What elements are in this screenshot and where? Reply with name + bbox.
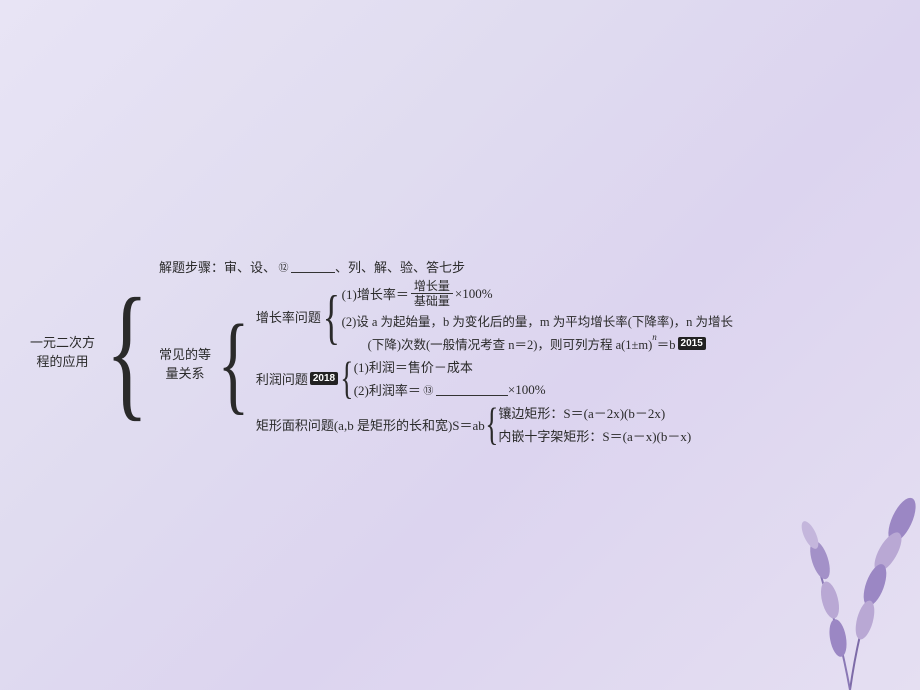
growth-label: 增长率问题 bbox=[256, 305, 321, 328]
blank-12 bbox=[291, 260, 335, 274]
rect-label: 矩形面积问题(a,b 是矩形的长和宽)S＝ab bbox=[256, 413, 485, 436]
badge-2018: 2018 bbox=[310, 372, 338, 385]
common-label: 常见的等 量关系 bbox=[159, 342, 211, 384]
rect-r1: 镶边矩形：S＝(a－2x)(b－2x) bbox=[498, 401, 665, 424]
row-growth: 增长率问题 { (1)增长率＝ 增长量 基础量 ×100% bbox=[256, 278, 733, 355]
growth-fraction: 增长量 基础量 bbox=[411, 280, 453, 307]
frac-den: 基础量 bbox=[414, 294, 450, 307]
frac-num: 增长量 bbox=[411, 280, 453, 294]
profit-r1: (1)利润＝售价－成本 bbox=[354, 355, 473, 378]
root-label: 一元二次方 程的应用 bbox=[30, 330, 95, 372]
growth-r3-eq: ＝b bbox=[657, 334, 676, 353]
growth-r2: (2)设 a 为起始量，b 为变化后的量，m 为平均增长率(下降率)，n 为增长 bbox=[342, 309, 733, 332]
profit-label: 利润问题 bbox=[256, 369, 308, 388]
rect-r2: 内嵌十字架矩形：S＝(a－x)(b－x) bbox=[498, 424, 691, 447]
badge-2015: 2015 bbox=[678, 337, 706, 350]
steps-prefix: 解题步骤：审、设、 bbox=[159, 257, 276, 276]
steps-suffix: 、列、解、验、答七步 bbox=[335, 257, 465, 276]
growth-r1-pre: (1)增长率＝ bbox=[342, 284, 409, 303]
row-rect: 矩形面积问题(a,b 是矩形的长和宽)S＝ab { 镶边矩形：S＝(a－2x)(… bbox=[256, 401, 733, 447]
blank-13 bbox=[436, 383, 508, 397]
circle-13-icon: ⑬ bbox=[421, 382, 436, 397]
row-steps: 解题步骤：审、设、 ⑫ 、列、解、验、答七步 bbox=[159, 255, 733, 278]
plant-decoration-icon bbox=[730, 460, 920, 690]
profit-r2-post: ×100% bbox=[508, 382, 546, 398]
growth-r3-sup: n bbox=[652, 332, 657, 342]
growth-r3-pre: (下降)次数(一般情况考查 n＝2)，则可列方程 a(1±m) bbox=[368, 334, 653, 353]
diagram-root: 一元二次方 程的应用 { 解题步骤：审、设、 ⑫ 、列、解、验、答七步 常见的等… bbox=[30, 255, 900, 447]
profit-r2-pre: (2)利润率＝ bbox=[354, 380, 421, 399]
row-profit: 利润问题 2018 { (1)利润＝售价－成本 (2)利润率＝ ⑬ bbox=[256, 355, 733, 401]
growth-r1-post: ×100% bbox=[455, 286, 493, 302]
circle-12-icon: ⑫ bbox=[276, 259, 291, 274]
